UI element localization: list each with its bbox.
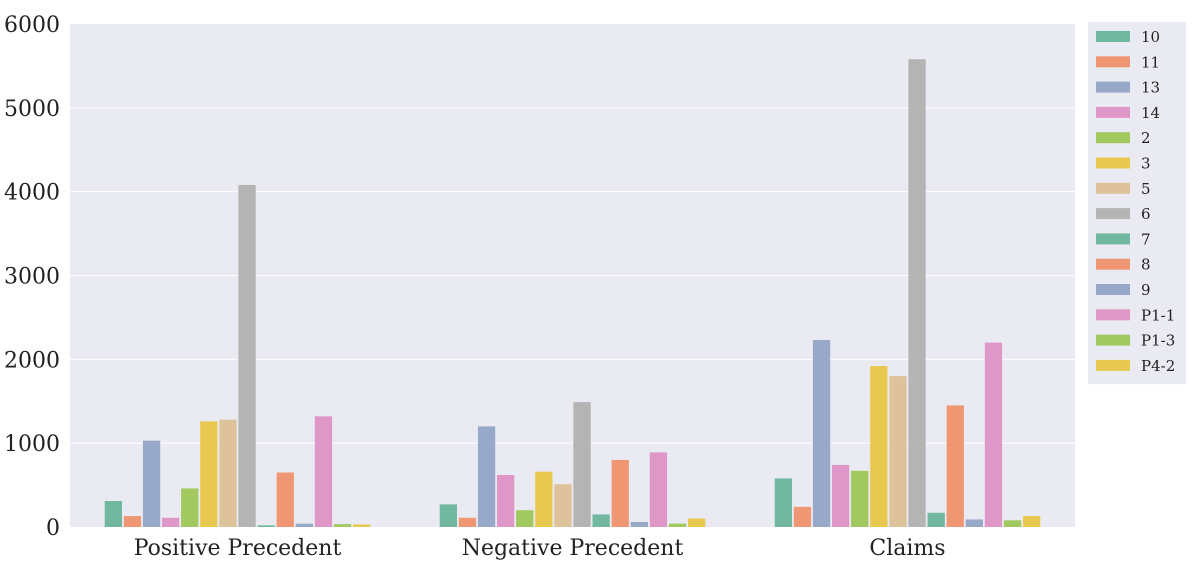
bar: [630, 521, 648, 527]
y-tick-label: 1000: [4, 432, 60, 457]
bar: [200, 421, 218, 527]
bar: [276, 472, 294, 527]
bar: [516, 510, 534, 527]
bar: [832, 464, 850, 527]
legend-label: 14: [1141, 104, 1160, 122]
bar: [295, 523, 313, 527]
bars: [104, 59, 1041, 528]
bar: [458, 517, 477, 527]
x-axis-ticks: Positive Precedent Negative Precedent Clai…: [134, 536, 946, 561]
legend-swatch: [1096, 81, 1130, 93]
legend-swatch: [1096, 182, 1130, 194]
legend-swatch: [1096, 132, 1130, 144]
bar: [439, 504, 457, 527]
bar: [965, 519, 983, 527]
bar: [123, 516, 142, 527]
bar: [812, 340, 831, 527]
bar: [946, 405, 964, 527]
legend-label: P1-3: [1141, 332, 1175, 350]
bar: [573, 402, 591, 527]
legend-swatch: [1096, 309, 1130, 321]
bar: [1003, 520, 1022, 527]
bar: [353, 524, 371, 527]
x-tick-label: Claims: [869, 536, 945, 561]
legend-label: P1-1: [1141, 306, 1175, 324]
bar: [688, 518, 706, 527]
bar: [611, 459, 629, 527]
bar: [535, 471, 553, 527]
legend-label: 11: [1141, 53, 1160, 71]
bar: [851, 470, 869, 527]
bar: [793, 506, 812, 527]
legend: 10 11 13 14 2 3 5 6 7 8 9 P1-1 P1-3 P4-2: [1088, 22, 1186, 385]
legend-swatch: [1096, 233, 1130, 245]
bar: [1023, 516, 1041, 527]
bar: [649, 452, 668, 527]
y-axis-ticks: 0 1000 2000 3000 4000 5000 6000: [4, 13, 60, 541]
y-tick-label: 6000: [4, 13, 60, 38]
bar: [889, 376, 907, 527]
legend-label: P4-2: [1141, 357, 1175, 375]
bar: [314, 416, 333, 527]
legend-label: 6: [1141, 205, 1151, 223]
legend-swatch: [1096, 359, 1130, 371]
bar: [104, 501, 122, 527]
bar: [927, 512, 945, 527]
legend-swatch: [1096, 284, 1130, 295]
legend-label: 2: [1141, 129, 1151, 147]
bar: [333, 524, 352, 527]
legend-swatch: [1096, 334, 1130, 346]
legend-swatch: [1096, 106, 1130, 118]
x-tick-label: Positive Precedent: [134, 536, 342, 561]
y-tick-label: 3000: [4, 265, 60, 290]
x-tick-label: Negative Precedent: [462, 536, 684, 561]
legend-label: 9: [1141, 281, 1151, 299]
y-tick-label: 0: [46, 516, 60, 541]
legend-swatch: [1096, 56, 1130, 68]
legend-box: [1088, 22, 1186, 385]
y-tick-label: 5000: [4, 97, 60, 122]
bar: [497, 475, 515, 527]
legend-label: 3: [1141, 155, 1151, 173]
bar: [238, 184, 256, 527]
bar: [257, 525, 275, 527]
legend-swatch: [1096, 258, 1130, 270]
legend-swatch: [1096, 31, 1130, 42]
bar: [984, 342, 1003, 527]
legend-label: 8: [1141, 256, 1151, 274]
legend-label: 13: [1141, 79, 1160, 97]
bar: [162, 517, 180, 527]
bar: [668, 523, 687, 527]
legend-swatch: [1096, 208, 1130, 220]
bar: [908, 59, 926, 528]
y-tick-label: 4000: [4, 181, 60, 206]
legend-label: 7: [1141, 230, 1151, 248]
bar: [870, 366, 888, 527]
gridlines: [70, 107, 1075, 444]
y-tick-label: 2000: [4, 348, 60, 373]
bar: [592, 514, 610, 527]
bar: [774, 478, 792, 527]
bar: [142, 440, 161, 527]
bar: [181, 488, 199, 527]
bar: [219, 419, 237, 527]
bar: [477, 426, 496, 527]
legend-label: 10: [1141, 28, 1160, 46]
bar: [554, 484, 572, 527]
legend-swatch: [1096, 157, 1130, 169]
legend-label: 5: [1141, 180, 1151, 198]
